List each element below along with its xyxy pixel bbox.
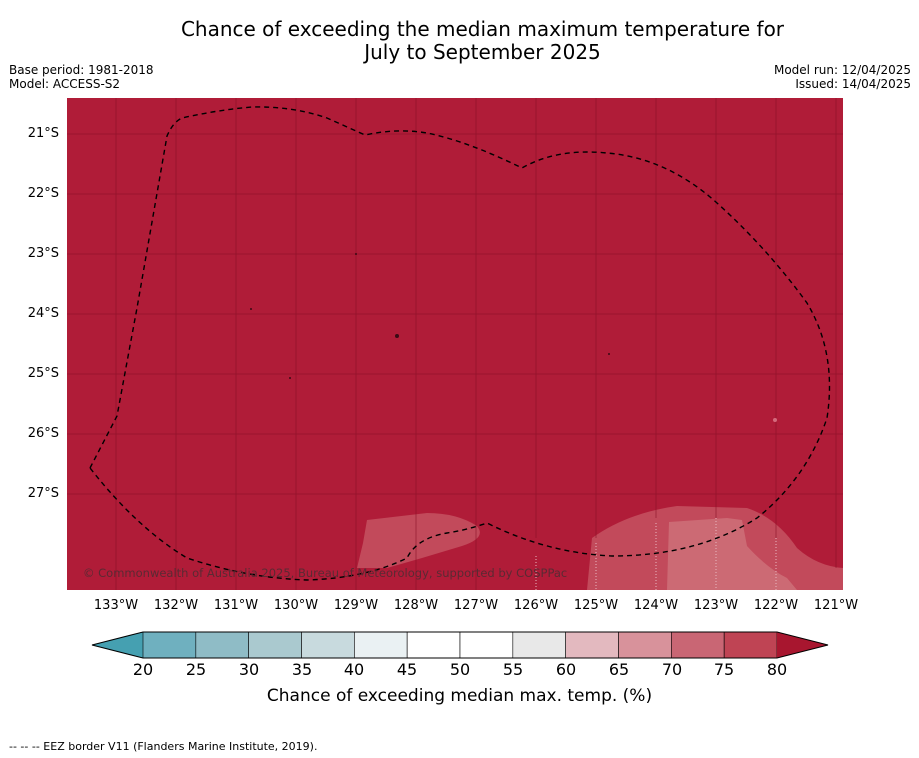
colorbar-tick: 55 bbox=[502, 660, 524, 679]
map-panel[interactable]: © Commonwealth of Australia 2025, Bureau… bbox=[67, 98, 843, 590]
chart-title: Chance of exceeding the median maximum t… bbox=[0, 18, 919, 64]
region-75-80-east bbox=[667, 518, 797, 590]
colorbar-tick: 50 bbox=[449, 660, 471, 679]
colorbar-segment bbox=[142, 631, 197, 659]
lon-label: 129°W bbox=[333, 598, 379, 613]
eez-border bbox=[89, 106, 831, 581]
colorbar-segment bbox=[459, 631, 514, 659]
colorbar-segment bbox=[618, 631, 672, 659]
colorbar-tick: 20 bbox=[132, 660, 154, 679]
colorbar-tick: 70 bbox=[661, 660, 683, 679]
colorbar-segment bbox=[723, 631, 778, 659]
colorbar-segment bbox=[195, 631, 249, 659]
region-70-75-west bbox=[357, 513, 480, 568]
grid-lines bbox=[67, 98, 843, 590]
colorbar-extend-high bbox=[777, 632, 828, 658]
lat-label: 26°S bbox=[27, 426, 59, 441]
lon-label: 121°W bbox=[813, 598, 859, 613]
title-line-1: Chance of exceeding the median maximum t… bbox=[180, 17, 785, 41]
colorbar-tick: 65 bbox=[608, 660, 630, 679]
lat-label: 27°S bbox=[27, 486, 59, 501]
colorbar-segment bbox=[565, 631, 619, 659]
islands bbox=[250, 253, 610, 379]
colorbar-tick: 40 bbox=[343, 660, 365, 679]
colorbar-segment bbox=[406, 631, 461, 659]
colorbar-tick: 30 bbox=[238, 660, 260, 679]
lat-label: 24°S bbox=[27, 306, 59, 321]
colorbar-tick: 75 bbox=[713, 660, 735, 679]
colorbar-tick: 25 bbox=[185, 660, 207, 679]
lon-label: 130°W bbox=[273, 598, 319, 613]
colorbar-segment bbox=[512, 631, 566, 659]
colorbar-segment bbox=[301, 631, 355, 659]
base-period: Base period: 1981-2018 bbox=[9, 63, 154, 77]
meta-right: Model run: 12/04/2025 Issued: 14/04/2025 bbox=[774, 63, 911, 91]
colorbar-extend-low bbox=[92, 632, 143, 658]
colorbar-tick: 35 bbox=[291, 660, 313, 679]
lat-label: 25°S bbox=[27, 366, 59, 381]
lat-label: 21°S bbox=[27, 126, 59, 141]
lon-label: 125°W bbox=[573, 598, 619, 613]
colorbar-tick: 80 bbox=[766, 660, 788, 679]
lon-label: 124°W bbox=[633, 598, 679, 613]
issued-date: Issued: 14/04/2025 bbox=[795, 77, 911, 91]
colorbar-segment bbox=[354, 631, 408, 659]
model-run: Model run: 12/04/2025 bbox=[773, 63, 911, 77]
lon-label: 123°W bbox=[693, 598, 739, 613]
lon-label: 133°W bbox=[93, 598, 139, 613]
lat-label: 22°S bbox=[27, 186, 59, 201]
lon-label: 128°W bbox=[393, 598, 439, 613]
lon-label: 122°W bbox=[753, 598, 799, 613]
colorbar-label: Chance of exceeding median max. temp. (%… bbox=[266, 686, 653, 706]
colorbar-segments bbox=[92, 631, 828, 659]
colorbar-tick: 45 bbox=[396, 660, 418, 679]
model-name: Model: ACCESS-S2 bbox=[9, 77, 121, 91]
lon-label: 127°W bbox=[453, 598, 499, 613]
lon-label: 131°W bbox=[213, 598, 259, 613]
colorbar-tick: 60 bbox=[555, 660, 577, 679]
lon-label: 126°W bbox=[513, 598, 559, 613]
map-graphic bbox=[67, 98, 843, 590]
colorbar bbox=[91, 631, 829, 659]
lon-label: 132°W bbox=[153, 598, 199, 613]
title-line-2: July to September 2025 bbox=[364, 40, 601, 64]
copyright-notice: © Commonwealth of Australia 2025, Bureau… bbox=[83, 566, 568, 580]
lat-label: 23°S bbox=[27, 246, 59, 261]
eez-legend: -- -- -- EEZ border V11 (Flanders Marine… bbox=[9, 740, 318, 753]
meta-left: Base period: 1981-2018 Model: ACCESS-S2 bbox=[9, 63, 154, 91]
colorbar-segment bbox=[671, 631, 725, 659]
colorbar-segment bbox=[248, 631, 302, 659]
